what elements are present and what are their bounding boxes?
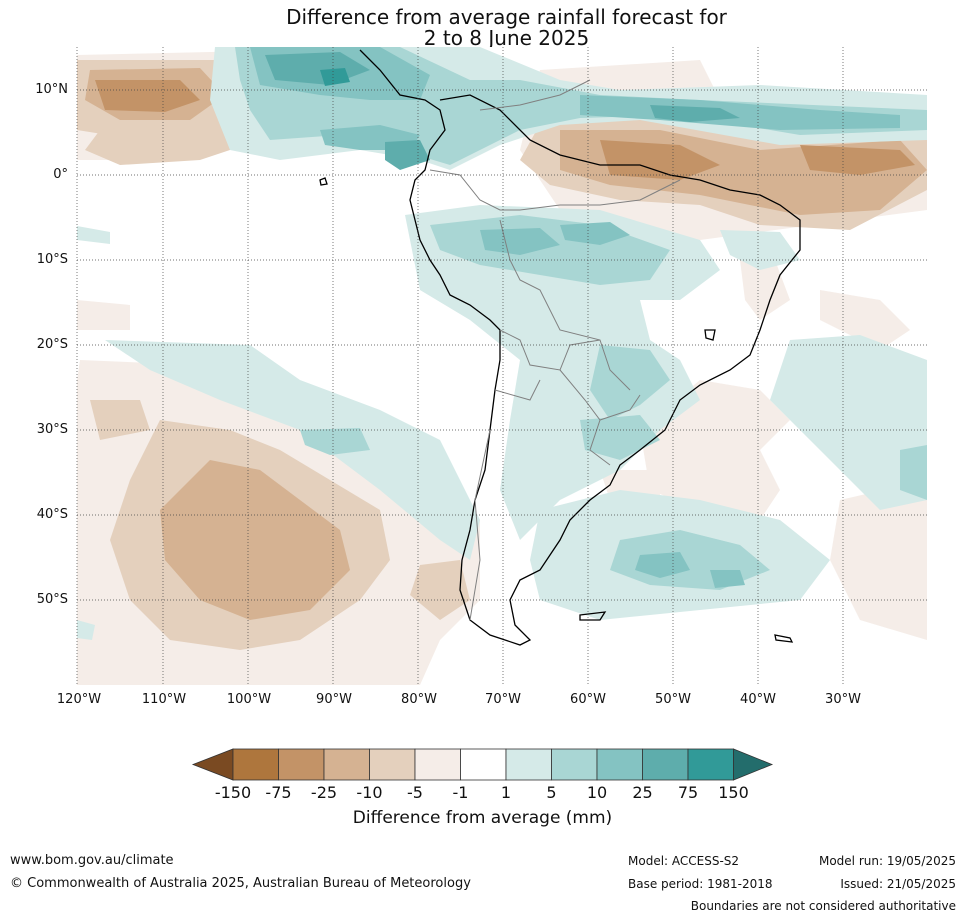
- colorbar-label: Difference from average (mm): [352, 808, 613, 828]
- colorbar-swatch: [642, 748, 689, 781]
- colorbar-tick-label: 1: [500, 783, 512, 802]
- very-strong-wet-areas: [320, 68, 350, 86]
- colorbar-arrow-high: [733, 748, 774, 781]
- lat-label-10n: 10°N: [35, 82, 68, 97]
- footer-model: Model: ACCESS-S2: [628, 854, 740, 868]
- lon-label-50w: 50°W: [655, 692, 691, 707]
- lat-label-40s: 40°S: [36, 507, 68, 522]
- lon-label-80w: 80°W: [401, 692, 437, 707]
- colorbar-arrow-low: [191, 748, 234, 781]
- lon-label-40w: 40°W: [740, 692, 776, 707]
- footer-issued: Issued: 21/05/2025: [840, 877, 956, 891]
- colorbar: [191, 748, 774, 781]
- lat-label-0: 0°: [53, 167, 68, 182]
- map-field: [77, 47, 927, 685]
- footer-base-period: Base period: 1981-2018: [628, 877, 773, 891]
- graticule: [76, 47, 927, 685]
- lat-label-20s: 20°S: [36, 337, 68, 352]
- lon-label-100w: 100°W: [226, 692, 272, 707]
- colorbar-swatch: [232, 748, 279, 781]
- lon-label-120w: 120°W: [56, 692, 102, 707]
- lat-label-10s: 10°S: [36, 252, 68, 267]
- lat-label-50s: 50°S: [36, 592, 68, 607]
- footer-disclaimer: Boundaries are not considered authoritat…: [690, 899, 956, 913]
- colorbar-tick-label: 150: [718, 783, 749, 802]
- colorbar-tick-label: -10: [356, 783, 383, 802]
- colorbar-swatch: [551, 748, 598, 781]
- colorbar-swatch: [278, 748, 325, 781]
- lon-label-30w: 30°W: [825, 692, 861, 707]
- colorbar-swatch: [596, 748, 643, 781]
- colorbar-tick-label: -150: [214, 783, 252, 802]
- colorbar-tick-label: 75: [677, 783, 699, 802]
- lat-label-30s: 30°S: [36, 422, 68, 437]
- colorbar-swatch: [687, 748, 734, 781]
- lon-label-70w: 70°W: [485, 692, 521, 707]
- colorbar-swatch: [369, 748, 416, 781]
- lon-label-90w: 90°W: [316, 692, 352, 707]
- colorbar-tick-label: 5: [546, 783, 557, 802]
- colorbar-swatch: [460, 748, 507, 781]
- colorbar-swatch: [505, 748, 552, 781]
- colorbar-tick-label: -75: [265, 783, 292, 802]
- colorbar-tick-label: -25: [310, 783, 338, 802]
- colorbar-swatch: [323, 748, 370, 781]
- colorbar-tick-label: -5: [407, 783, 423, 802]
- colorbar-tick-label: -1: [452, 783, 469, 802]
- footer-copyright: © Commonwealth of Australia 2025, Austra…: [10, 876, 471, 891]
- map-title-line2: 2 to 8 June 2025: [423, 26, 590, 50]
- colorbar-swatch: [414, 748, 461, 781]
- coastlines: [319, 49, 801, 646]
- colorbar-tick-label: 25: [632, 783, 653, 802]
- lon-label-60w: 60°W: [570, 692, 606, 707]
- map-title-line1: Difference from average rainfall forecas…: [286, 5, 727, 29]
- footer-website[interactable]: www.bom.gov.au/climate: [10, 853, 174, 868]
- strong-dry-areas: [95, 80, 915, 180]
- lon-label-110w: 110°W: [141, 692, 187, 707]
- footer-model-run: Model run: 19/05/2025: [818, 854, 956, 868]
- colorbar-tick-label: 10: [586, 783, 608, 802]
